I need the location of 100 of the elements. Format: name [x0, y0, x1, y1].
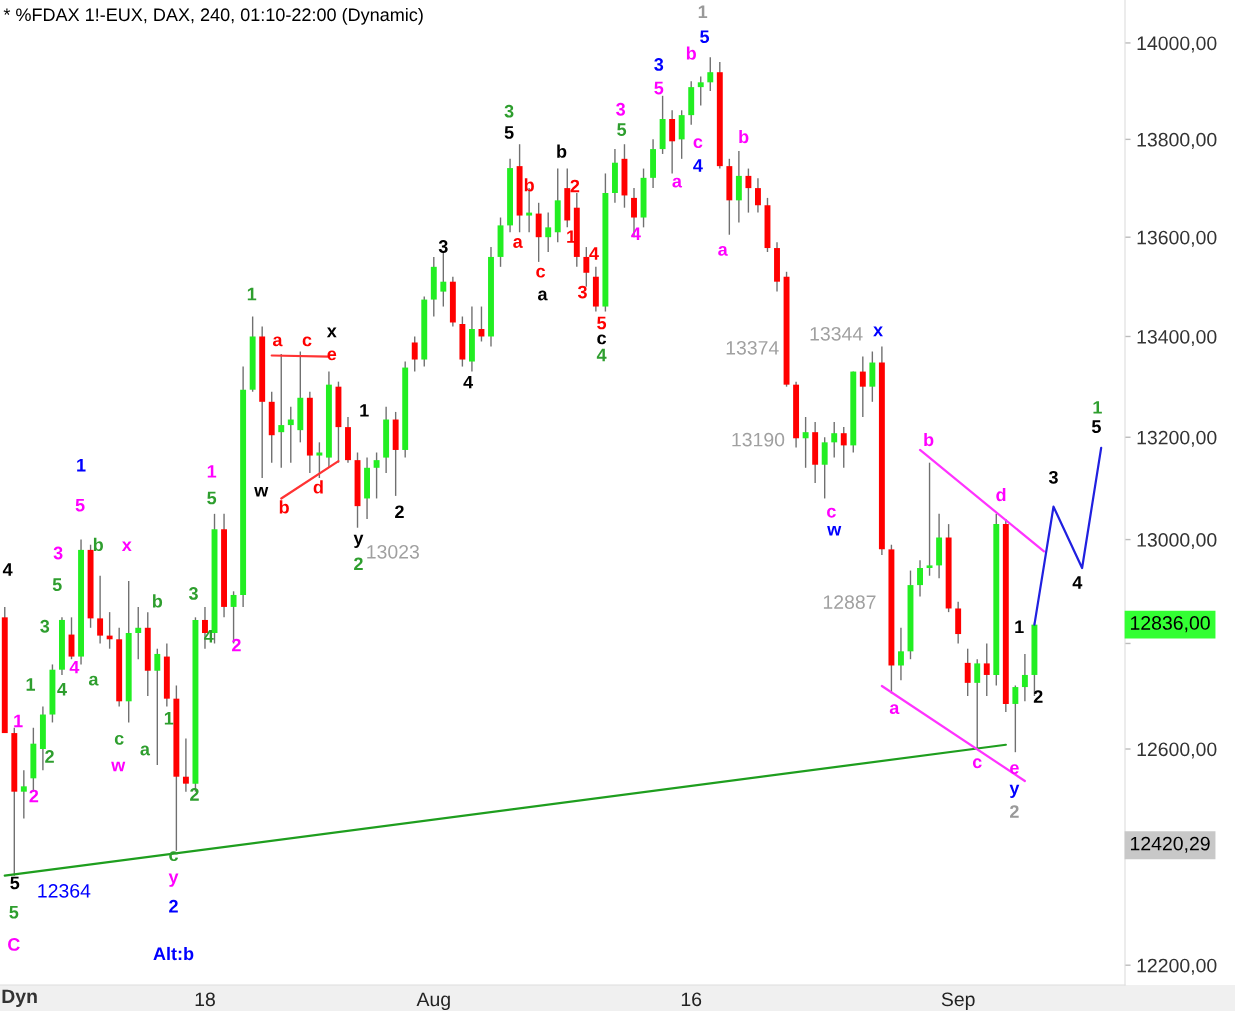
- annotation: 5: [617, 123, 627, 136]
- annotation: b: [924, 432, 934, 447]
- candlestick: [821, 436, 828, 500]
- annotation: 2: [45, 750, 54, 763]
- annotation: a: [140, 745, 151, 756]
- candlestick: [859, 355, 866, 418]
- y-tick-label: 13000,00: [1137, 533, 1217, 550]
- y-tick-label: 13200,00: [1137, 430, 1217, 447]
- annotation: a: [672, 177, 683, 188]
- y-tick-label: 14000,00: [1137, 36, 1217, 53]
- candlestick: [287, 406, 294, 464]
- candlestick: [440, 251, 447, 308]
- annotation: 5: [52, 578, 62, 591]
- candlestick: [926, 461, 933, 577]
- annotation: 5: [597, 316, 607, 330]
- candlestick: [535, 202, 542, 263]
- annotation: a: [718, 245, 728, 256]
- annotation: 5: [654, 81, 664, 95]
- annotation: 3: [504, 104, 514, 118]
- annotation: b: [524, 178, 534, 192]
- annotation: c: [693, 138, 703, 149]
- candlestick: [411, 335, 418, 373]
- annotation: C: [8, 938, 20, 951]
- y-tick-label: 12200,00: [1137, 958, 1217, 975]
- candlestick: [898, 627, 904, 681]
- annotation: 4: [69, 660, 80, 674]
- annotation: x: [121, 541, 132, 551]
- annotation: 4: [596, 348, 607, 362]
- annotation: e: [327, 350, 337, 361]
- annotation: 5: [75, 498, 85, 512]
- annotation: c: [536, 267, 546, 278]
- annotation: a: [513, 238, 523, 248]
- annotation: a: [272, 336, 283, 347]
- line-series: [1033, 446, 1103, 626]
- annotation: x: [873, 326, 883, 337]
- candlestick: [154, 648, 161, 766]
- y-tick-label: 12600,00: [1137, 742, 1217, 759]
- annotation: 2: [190, 788, 199, 801]
- annotation: y: [353, 534, 364, 548]
- annotation: 1: [360, 404, 369, 417]
- candlestick: [1012, 684, 1019, 753]
- y-tick-label: 13800,00: [1137, 132, 1217, 149]
- candlestick: [754, 177, 761, 214]
- candlestick: [1021, 653, 1028, 703]
- annotation: 1: [698, 5, 708, 18]
- annotation: 4: [57, 683, 67, 696]
- candlestick: [669, 109, 676, 175]
- candlestick: [840, 426, 847, 469]
- annotation: 3: [40, 619, 50, 633]
- x-tick-label: Sep: [941, 992, 975, 1011]
- candlestick: [917, 559, 923, 598]
- annotation: d: [313, 480, 323, 494]
- candlestick: [697, 75, 704, 107]
- annotation: b: [739, 129, 749, 144]
- annotation: w: [111, 761, 126, 772]
- annotation: w: [827, 525, 842, 536]
- annotation: a: [537, 290, 548, 301]
- annotation: a: [889, 704, 900, 715]
- candlestick: [831, 421, 838, 459]
- annotation: 1: [26, 678, 36, 691]
- candlestick: [802, 416, 809, 469]
- annotation: 3: [438, 240, 448, 253]
- annotation: 5: [10, 876, 20, 890]
- chart-title: * %FDAX 1!-EUX, DAX, 240, 01:10-22:00 (Dynamic): [3, 7, 423, 25]
- annotation: b: [686, 46, 696, 60]
- annotation: 4: [463, 375, 474, 389]
- annotation: 4: [693, 159, 703, 172]
- annotation: y: [168, 873, 179, 887]
- annotation: 2: [395, 505, 404, 518]
- annotation: 3: [577, 285, 587, 299]
- annotation: b: [152, 594, 163, 608]
- annotation: 3: [53, 546, 63, 560]
- candlestick: [964, 648, 971, 697]
- annotation: a: [88, 675, 99, 686]
- candlestick: [373, 451, 380, 500]
- x-tick-label: Aug: [416, 992, 450, 1011]
- annotation: y: [1009, 784, 1020, 798]
- annotation: 12364: [38, 883, 91, 898]
- annotation: 1: [1015, 620, 1024, 633]
- annotation: 3: [616, 102, 626, 116]
- candlestick: [182, 737, 189, 793]
- y-tick-label: 13600,00: [1137, 230, 1217, 247]
- annotation: b: [557, 144, 567, 158]
- annotation: c: [972, 758, 982, 769]
- candlestick: [707, 56, 714, 92]
- x-tick-label: 16: [681, 992, 702, 1007]
- annotation: 2: [354, 557, 363, 571]
- candlestick: [316, 441, 323, 479]
- annotation: 2: [169, 899, 178, 913]
- annotation: 13344: [810, 326, 863, 341]
- candlestick: [97, 575, 104, 645]
- annotation: 3: [654, 58, 664, 71]
- candlestick: [135, 606, 142, 660]
- annotation: 4: [589, 247, 599, 260]
- text: 12420,29: [1130, 836, 1210, 853]
- candlestick: [983, 642, 990, 697]
- annotation: 2: [1010, 805, 1019, 818]
- candlestick: [278, 353, 285, 469]
- candlestick: [545, 211, 552, 253]
- annotation: 5: [700, 30, 710, 43]
